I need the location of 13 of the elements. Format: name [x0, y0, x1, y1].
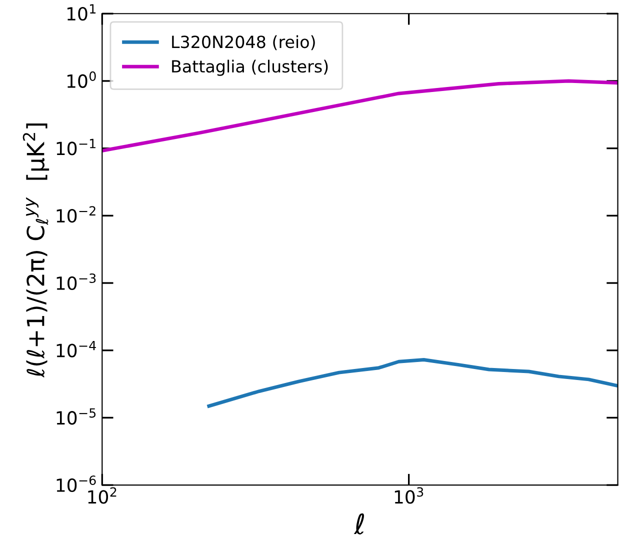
x-tick-label: 10$^{3}$ [394, 487, 424, 504]
legend-label: L320N2048 (reio) [172, 35, 315, 50]
y-tick-label: 10$^{−4}$ [56, 340, 96, 358]
legend-label: Battaglia (clusters) [172, 60, 328, 76]
y-tick-label: 10$^{0}$ [67, 71, 96, 88]
x-axis-title: ℓ [354, 513, 364, 534]
y-tick-label: 10$^{−2}$ [56, 206, 96, 223]
y-tick-label: 10$^{−3}$ [56, 273, 96, 290]
x-tick-label: 10$^{2}$ [88, 487, 116, 504]
y-tick-label: 10$^{−5}$ [56, 408, 96, 425]
y-axis-title: ℓ(ℓ+1)/(2π) C$_{ℓ}$$^{yy}$ [μK$^{2}$] [22, 124, 50, 378]
y-tick-label: 10$^{1}$ [67, 4, 96, 21]
y-tick-label: 10$^{−1}$ [56, 138, 96, 156]
